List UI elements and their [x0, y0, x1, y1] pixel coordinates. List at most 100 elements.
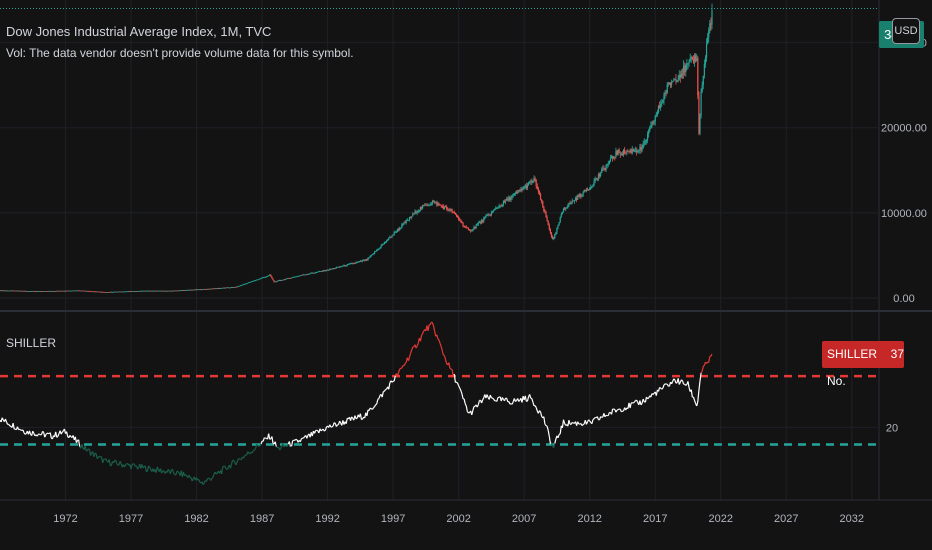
shiller-line-segment	[123, 464, 127, 468]
price-candle	[675, 79, 677, 82]
price-candle	[110, 291, 112, 293]
shiller-line-segment	[550, 442, 554, 447]
price-candle	[133, 291, 135, 292]
shiller-line-segment	[22, 429, 25, 434]
price-candle	[81, 290, 83, 292]
price-candle	[147, 290, 150, 292]
price-candle	[174, 290, 176, 292]
price-candle	[213, 288, 215, 290]
price-candle	[484, 217, 486, 219]
shiller-line-segment	[559, 425, 562, 434]
price-candle	[476, 224, 478, 226]
price-candle	[450, 209, 452, 211]
price-candle	[524, 185, 526, 187]
shiller-line-segment	[401, 365, 404, 369]
shiller-line-segment	[539, 411, 543, 417]
price-candle	[109, 291, 111, 293]
shiller-line-segment	[374, 404, 377, 407]
price-candle	[711, 10, 713, 25]
currency-button[interactable]: USD	[892, 18, 920, 44]
price-candle	[434, 201, 436, 203]
price-candle	[473, 226, 475, 230]
price-candle	[480, 219, 483, 223]
shiller-line-segment	[199, 481, 202, 484]
shiller-line-segment	[93, 452, 96, 458]
shiller-line-segment	[125, 463, 128, 466]
shiller-line-segment	[260, 440, 263, 445]
price-candle	[340, 266, 342, 268]
shiller-line-segment	[88, 448, 90, 451]
price-candle	[16, 290, 19, 292]
price-candle	[134, 291, 137, 293]
price-candle	[489, 214, 491, 216]
shiller-line-segment	[690, 389, 693, 398]
shiller-line-segment	[568, 420, 571, 425]
price-candle	[535, 179, 537, 187]
price-candle	[203, 289, 205, 290]
indicator-title[interactable]: SHILLER	[6, 336, 57, 350]
price-candle	[322, 270, 324, 272]
price-candle	[277, 280, 280, 282]
price-candle	[218, 288, 221, 289]
price-candle	[594, 179, 596, 181]
shiller-line-segment	[60, 431, 63, 435]
shiller-line-segment	[45, 432, 48, 436]
price-candle	[613, 156, 615, 159]
shiller-line-segment	[137, 467, 140, 470]
price-candle	[46, 291, 48, 292]
price-candle	[276, 280, 278, 282]
price-candle	[684, 65, 686, 72]
price-candle	[20, 290, 22, 292]
shiller-line-segment	[28, 430, 32, 435]
time-axis[interactable]: 1972 1977 1982 1987 1992 1997 2002 2007 2012 2017…	[53, 513, 864, 525]
price-candle	[464, 226, 466, 227]
price-candle	[272, 278, 274, 281]
shiller-line-segment	[472, 406, 475, 411]
shiller-line-segment	[388, 382, 391, 390]
price-candle	[357, 261, 359, 263]
chart-title[interactable]: Dow Jones Industrial Average Index, 1M, …	[6, 24, 272, 39]
price-candle	[356, 261, 358, 263]
price-candle	[655, 114, 657, 116]
price-candle	[508, 197, 510, 201]
price-candle	[76, 290, 79, 292]
price-candle	[624, 149, 626, 153]
shiller-line-segment	[301, 437, 303, 440]
price-candle	[352, 263, 354, 265]
shiller-pane[interactable]	[0, 321, 878, 486]
price-candle	[493, 209, 495, 212]
shiller-line-segment	[486, 394, 489, 398]
shiller-line-segment	[547, 430, 550, 437]
price-candle	[95, 291, 97, 293]
price-candle	[574, 198, 577, 201]
shiller-line-segment	[581, 424, 584, 427]
shiller-line-segment	[292, 439, 295, 442]
shiller-axis[interactable]: 20	[886, 422, 898, 434]
price-candle	[581, 195, 583, 197]
price-candle	[662, 100, 664, 103]
price-candle	[559, 217, 561, 223]
price-candle	[517, 191, 519, 193]
shiller-line-segment	[323, 429, 326, 432]
price-pane[interactable]	[0, 3, 878, 293]
shiller-line-segment	[687, 381, 690, 388]
price-candle	[309, 273, 311, 275]
price-candle	[381, 244, 383, 246]
time-tick-label: 2022	[709, 513, 733, 525]
price-candle	[598, 174, 601, 176]
shiller-line-segment	[489, 394, 492, 398]
price-candle	[380, 245, 382, 248]
price-candle	[32, 290, 34, 292]
price-candle	[699, 115, 701, 134]
price-candle	[597, 174, 600, 179]
price-candle	[283, 279, 285, 281]
price-candle	[422, 205, 424, 209]
shiller-line-segment	[131, 463, 134, 465]
price-candle	[451, 209, 453, 212]
price-candle	[502, 201, 505, 205]
price-candle	[317, 271, 319, 273]
shiller-line-segment	[175, 470, 178, 476]
price-candle	[413, 213, 415, 215]
price-candle	[355, 262, 357, 264]
price-candle	[523, 186, 525, 189]
